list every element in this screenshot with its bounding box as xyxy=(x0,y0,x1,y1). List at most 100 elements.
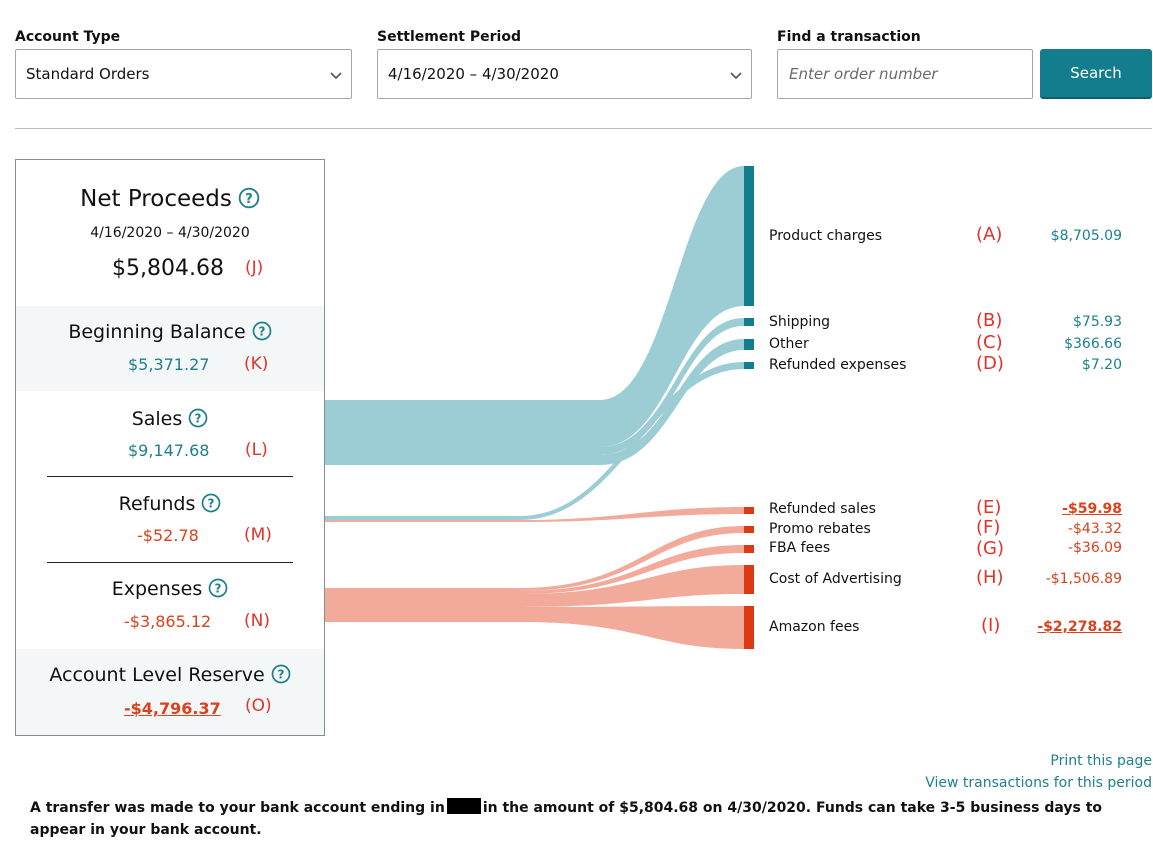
breakdown-value-other: $366.66 xyxy=(1064,336,1122,352)
transfer-note-text-start: A transfer was made to your bank account… xyxy=(30,800,445,816)
expenses-ref: (N) xyxy=(244,611,270,631)
expenses-title: Expenses xyxy=(111,578,203,600)
order-number-input[interactable] xyxy=(777,49,1033,99)
breakdown-label-amazon-fees: Amazon fees xyxy=(769,619,860,635)
sales-section: Sales? $9,147.68 (L) xyxy=(16,391,324,478)
breakdown-ref-shipping: (B) xyxy=(976,310,1003,331)
breakdown-value-fba-fees: -$36.09 xyxy=(1067,540,1122,556)
flow-amazon-fees xyxy=(325,606,744,649)
account-type-value: Standard Orders xyxy=(26,65,150,83)
flow-refunded-sales xyxy=(325,507,744,522)
breakdown-value-product-charges: $8,705.09 xyxy=(1050,228,1122,244)
search-button[interactable]: Search xyxy=(1040,49,1152,99)
bar-refunded-expenses xyxy=(744,362,754,369)
redacted-account-number xyxy=(446,798,481,814)
breakdown-label-cost-of-advertising: Cost of Advertising xyxy=(769,571,902,587)
print-page-link[interactable]: Print this page xyxy=(1050,753,1152,769)
svg-text:?: ? xyxy=(245,192,253,207)
breakdown-value-shipping: $75.93 xyxy=(1073,314,1122,330)
sales-ref: (L) xyxy=(245,440,268,460)
settlement-period-label: Settlement Period xyxy=(377,29,521,45)
breakdown-label-shipping: Shipping xyxy=(769,314,831,330)
svg-text:?: ? xyxy=(208,497,215,511)
expenses-amount: -$3,865.12 xyxy=(124,612,212,631)
transfer-note-text-end: in the amount of $5,804.68 on 4/30/2020.… xyxy=(30,800,1103,838)
bar-other xyxy=(744,339,754,350)
beginning-balance-title: Beginning Balance xyxy=(68,321,246,343)
breakdown-label-refunded-expenses: Refunded expenses xyxy=(769,357,907,373)
breakdown-label-fba-fees: FBA fees xyxy=(769,540,831,556)
refunds-section: Refunds? -$52.78 (M) xyxy=(16,478,324,562)
account-type-select[interactable]: Standard Orders xyxy=(15,49,352,99)
account-reserve-section: Account Level Reserve? -$4,796.37 (O) xyxy=(16,649,324,735)
chevron-down-icon xyxy=(730,72,742,80)
flow-refunded-expenses xyxy=(325,362,744,520)
divider xyxy=(15,128,1152,129)
breakdown-label-refunded-sales: Refunded sales xyxy=(769,501,876,517)
divider xyxy=(47,476,293,477)
net-proceeds-section: Net Proceeds? 4/16/2020 – 4/30/2020 $5,8… xyxy=(16,160,324,306)
breakdown-value-promo-rebates: -$43.32 xyxy=(1067,521,1122,537)
breakdown-ref-refunded-sales: (E) xyxy=(976,497,1002,518)
breakdown-value-refunded-sales[interactable]: -$59.98 xyxy=(1062,501,1122,517)
bar-cost-of-advertising xyxy=(744,565,754,594)
breakdown-ref-fba-fees: (G) xyxy=(976,538,1004,559)
account-reserve-amount[interactable]: -$4,796.37 xyxy=(124,699,221,718)
transfer-note: A transfer was made to your bank account… xyxy=(30,797,1150,841)
settlement-period-value: 4/16/2020 – 4/30/2020 xyxy=(388,65,559,83)
settlement-period-select[interactable]: 4/16/2020 – 4/30/2020 xyxy=(377,49,752,99)
sales-title: Sales xyxy=(131,408,183,430)
net-proceeds-ref: (J) xyxy=(245,258,264,278)
summary-panel: Net Proceeds? 4/16/2020 – 4/30/2020 $5,8… xyxy=(15,159,325,736)
svg-text:?: ? xyxy=(215,582,222,596)
help-icon[interactable]: ? xyxy=(238,187,260,209)
breakdown-label-promo-rebates: Promo rebates xyxy=(769,521,871,537)
account-type-label: Account Type xyxy=(15,29,121,45)
net-proceeds-period: 4/16/2020 – 4/30/2020 xyxy=(90,225,250,241)
help-icon[interactable]: ? xyxy=(201,493,221,513)
flow-cost-of-advertising xyxy=(325,565,744,607)
breakdown-ref-product-charges: (A) xyxy=(976,224,1003,245)
help-icon[interactable]: ? xyxy=(271,664,291,684)
svg-text:?: ? xyxy=(258,325,265,339)
svg-text:?: ? xyxy=(195,412,202,426)
view-transactions-link[interactable]: View transactions for this period xyxy=(925,775,1152,791)
net-proceeds-amount: $5,804.68 xyxy=(112,256,224,281)
svg-text:?: ? xyxy=(277,668,284,682)
beginning-balance-section: Beginning Balance? $5,371.27 (K) xyxy=(16,306,324,391)
breakdown-ref-other: (C) xyxy=(976,332,1003,353)
chevron-down-icon xyxy=(330,72,342,80)
breakdown-label-other: Other xyxy=(769,336,809,352)
refunds-title: Refunds xyxy=(118,493,196,515)
divider xyxy=(47,562,293,563)
bar-promo-rebates xyxy=(744,526,754,533)
flow-product-charges xyxy=(325,166,744,447)
breakdown-ref-promo-rebates: (F) xyxy=(976,517,1001,538)
flow-fba-fees xyxy=(325,545,744,594)
help-icon[interactable]: ? xyxy=(208,578,228,598)
expenses-section: Expenses? -$3,865.12 (N) xyxy=(16,563,324,649)
breakdown-ref-cost-of-advertising: (H) xyxy=(976,567,1004,588)
bar-refunded-sales xyxy=(744,507,754,514)
bar-shipping xyxy=(744,318,754,326)
account-reserve-ref: (O) xyxy=(245,696,272,716)
beginning-balance-amount: $5,371.27 xyxy=(128,355,210,374)
net-proceeds-title: Net Proceeds xyxy=(80,186,232,212)
breakdown-ref-refunded-expenses: (D) xyxy=(976,353,1004,374)
flow-promo-rebates xyxy=(325,526,744,591)
help-icon[interactable]: ? xyxy=(252,321,272,341)
beginning-balance-ref: (K) xyxy=(244,354,269,374)
breakdown-ref-amazon-fees: (I) xyxy=(981,615,1001,636)
refunds-ref: (M) xyxy=(244,525,272,545)
bar-product-charges xyxy=(744,166,754,306)
find-transaction-label: Find a transaction xyxy=(777,29,921,45)
account-reserve-title: Account Level Reserve xyxy=(49,664,265,686)
breakdown-value-amazon-fees[interactable]: -$2,278.82 xyxy=(1037,619,1122,635)
help-icon[interactable]: ? xyxy=(188,408,208,428)
breakdown-label-product-charges: Product charges xyxy=(769,228,883,244)
bar-fba-fees xyxy=(744,545,754,553)
sales-amount: $9,147.68 xyxy=(128,441,210,460)
breakdown-value-refunded-expenses: $7.20 xyxy=(1081,357,1122,373)
refunds-amount: -$52.78 xyxy=(137,526,199,545)
